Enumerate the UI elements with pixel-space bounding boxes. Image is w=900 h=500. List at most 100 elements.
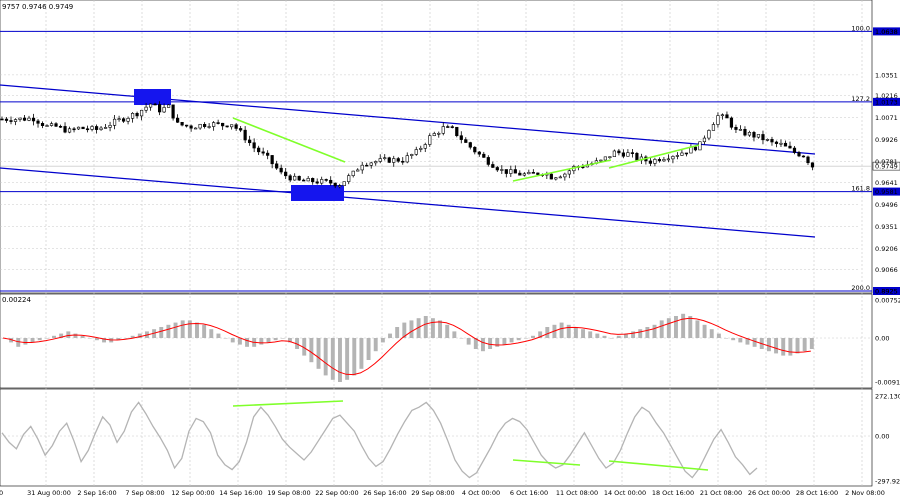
candle-body — [738, 128, 743, 131]
macd-histogram-bar — [173, 322, 178, 338]
candle-body — [45, 125, 49, 127]
macd-pane[interactable] — [0, 293, 873, 389]
fib-level-label: 100.0 — [851, 24, 870, 32]
candle-body — [342, 181, 346, 186]
x-tick-label: 7 Sep 08:00 — [125, 489, 164, 497]
divergence-lines — [232, 117, 700, 182]
macd-histogram-bar — [37, 338, 42, 341]
candle-body — [90, 126, 94, 130]
candle-body — [212, 122, 216, 127]
candle-body — [225, 125, 229, 128]
macd-histogram-bar — [595, 333, 600, 338]
macd-histogram-bar — [330, 338, 335, 380]
candle-body — [464, 139, 468, 143]
y-tick-label: 0.8925 — [875, 288, 898, 296]
price-divergence-line — [232, 117, 346, 163]
candle-body — [22, 117, 27, 121]
cci-line — [1, 401, 758, 479]
candle-body — [31, 117, 36, 122]
macd-title: 0.00224 — [2, 296, 31, 304]
y-tick-label: 0.9926 — [875, 136, 898, 144]
candle-body — [81, 126, 85, 130]
macd-histogram-bar — [388, 333, 392, 338]
macd-histogram-bar — [223, 338, 228, 339]
candle-body — [383, 157, 387, 160]
candle-body — [135, 113, 139, 117]
candle-body — [311, 178, 315, 183]
macd-histogram-bar — [702, 324, 707, 338]
macd-histogram-bar — [245, 338, 250, 347]
cci-y-tick: -297.920 — [875, 478, 900, 486]
current-price-tag-bg — [872, 161, 900, 171]
y-tick-label: 0.9781 — [875, 158, 898, 166]
y-tick-label: 0.9641 — [875, 179, 898, 187]
x-tick-label: 18 Oct 16:00 — [652, 489, 694, 497]
candle-body — [693, 146, 698, 151]
candle-body — [567, 170, 571, 175]
macd-histogram-bar — [295, 338, 300, 349]
candle-body — [4, 118, 9, 121]
candle-body — [599, 159, 603, 162]
fib-level-tag: 0.8925 — [875, 288, 898, 296]
macd-histogram-bar — [87, 338, 92, 339]
fib-level-tag-bg — [873, 97, 900, 106]
candle-body — [752, 132, 756, 138]
macd-histogram-bar — [373, 338, 378, 352]
x-tick-label: 26 Oct 00:00 — [748, 489, 790, 497]
candle-body — [788, 145, 792, 149]
candle-body — [266, 152, 270, 156]
candle-body — [720, 114, 725, 117]
candle-body — [103, 127, 108, 129]
cci-pane[interactable] — [0, 388, 873, 487]
x-tick-label: 26 Sep 16:00 — [363, 489, 406, 497]
candle-body — [378, 158, 382, 162]
macd-histogram-bar — [631, 331, 636, 338]
candle-body — [725, 114, 729, 119]
macd-histogram-bar — [402, 322, 407, 338]
macd-histogram-bar — [216, 333, 221, 338]
candle-body — [450, 126, 454, 128]
candle-body — [171, 104, 175, 119]
macd-histogram-bar — [273, 338, 278, 341]
macd-histogram-bar — [323, 338, 328, 376]
macd-histogram-bar — [338, 338, 342, 382]
price-pane[interactable] — [0, 0, 873, 294]
candle-body — [504, 169, 508, 174]
macd-histogram-bar — [116, 338, 121, 341]
macd-histogram-bar — [795, 338, 800, 354]
macd-histogram-bar — [659, 320, 664, 338]
candle-body — [491, 164, 495, 168]
ohlc-readout: 9757 0.9746 0.9749 — [2, 3, 73, 11]
candle-body — [261, 151, 265, 154]
y-tick-label: 0.9351 — [875, 223, 898, 231]
cci-divergence-line — [608, 460, 709, 471]
macd-histogram-bar — [123, 338, 128, 339]
price-divergence-line — [608, 144, 700, 169]
macd-histogram-bar — [366, 338, 371, 360]
x-tick-label: 14 Oct 00:00 — [604, 489, 646, 497]
macd-histogram-bar — [781, 338, 786, 356]
macd-y-tick: 0.00752 — [875, 297, 900, 305]
macd-histogram-bar — [30, 338, 35, 343]
macd-histogram-bar — [52, 335, 56, 338]
candle-body — [333, 182, 337, 187]
candle-body — [369, 162, 373, 166]
candle-body — [770, 139, 774, 143]
candle-body — [207, 126, 211, 128]
macd-histogram-bar — [66, 331, 71, 338]
x-tick-label: 29 Sep 08:00 — [411, 489, 454, 497]
candle-body — [239, 128, 243, 131]
candle-body — [482, 153, 486, 158]
candle-body — [27, 117, 31, 121]
macd-histogram-bar — [80, 335, 85, 338]
candle-body — [446, 126, 450, 128]
macd-histogram-bar — [573, 327, 578, 338]
macd-histogram-bar — [287, 338, 292, 343]
fib-level-label: 200.0 — [851, 284, 870, 292]
candle-body — [662, 159, 666, 162]
macd-histogram-bar — [266, 338, 271, 343]
highlight-box-bottom — [291, 185, 344, 201]
macd-histogram-bar — [638, 329, 643, 338]
